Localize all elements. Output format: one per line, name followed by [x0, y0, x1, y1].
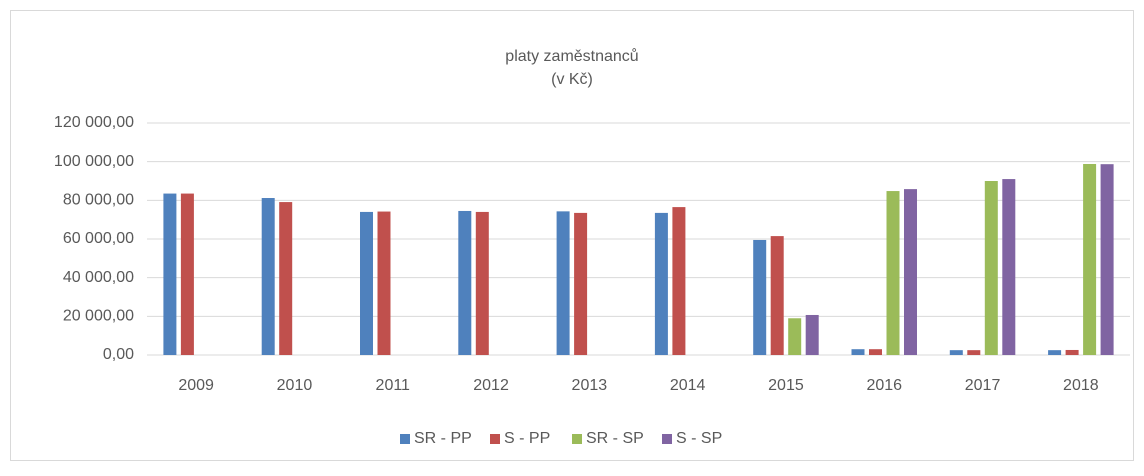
- bar: [654, 212, 668, 355]
- bar: [163, 193, 177, 355]
- chart-title: platy zaměstnanců: [505, 47, 638, 65]
- legend-swatch: [490, 434, 500, 444]
- legend-swatch: [572, 434, 582, 444]
- bar: [904, 189, 917, 355]
- x-tick-label: 2014: [670, 377, 706, 394]
- bar: [1100, 164, 1114, 355]
- y-tick-label: 120 000,00: [54, 114, 134, 131]
- x-tick-label: 2011: [376, 377, 411, 394]
- x-tick-label: 2009: [178, 377, 214, 394]
- legend-label: SR - PP: [414, 430, 472, 447]
- y-tick-label: 0,00: [103, 346, 134, 363]
- y-tick-label: 100 000,00: [54, 153, 134, 170]
- bar: [753, 239, 767, 355]
- bar: [1083, 163, 1097, 355]
- bar: [475, 211, 489, 355]
- y-tick-label: 20 000,00: [63, 308, 134, 325]
- bar: [360, 211, 373, 355]
- bar: [869, 349, 882, 355]
- bar: [1048, 350, 1062, 355]
- bar: [279, 202, 293, 355]
- bar: [377, 211, 391, 355]
- bar: [180, 193, 194, 355]
- legend-swatch: [662, 434, 672, 444]
- bar: [556, 211, 570, 355]
- bar: [458, 210, 472, 355]
- x-tick-label: 2017: [965, 377, 1001, 394]
- x-tick-label: 2018: [1063, 377, 1099, 394]
- bar: [984, 181, 998, 355]
- chart-subtitle: (v Kč): [551, 71, 593, 88]
- y-tick-label: 60 000,00: [63, 230, 134, 247]
- x-tick-label: 2013: [572, 377, 608, 394]
- bar: [574, 212, 588, 355]
- x-tick-label: 2015: [768, 377, 804, 394]
- bar: [770, 236, 784, 355]
- bar: [1065, 349, 1079, 355]
- bar: [967, 350, 981, 355]
- x-tick-label: 2010: [277, 377, 313, 394]
- x-tick-label: 2012: [473, 377, 509, 394]
- legend-label: S - SP: [676, 430, 722, 447]
- bar: [788, 318, 802, 355]
- x-tick-label: 2016: [866, 377, 902, 394]
- bar: [261, 198, 275, 355]
- bar: [1002, 179, 1016, 355]
- chart-border: [10, 10, 1134, 461]
- legend-label: S - PP: [504, 430, 550, 447]
- bar: [672, 207, 686, 355]
- legend-swatch: [400, 434, 410, 444]
- bar: [949, 350, 963, 355]
- y-tick-label: 40 000,00: [63, 269, 134, 286]
- bar: [886, 191, 900, 355]
- y-tick-label: 80 000,00: [63, 192, 134, 209]
- bar: [805, 314, 819, 355]
- bar: [851, 349, 865, 355]
- legend-label: SR - SP: [586, 430, 644, 447]
